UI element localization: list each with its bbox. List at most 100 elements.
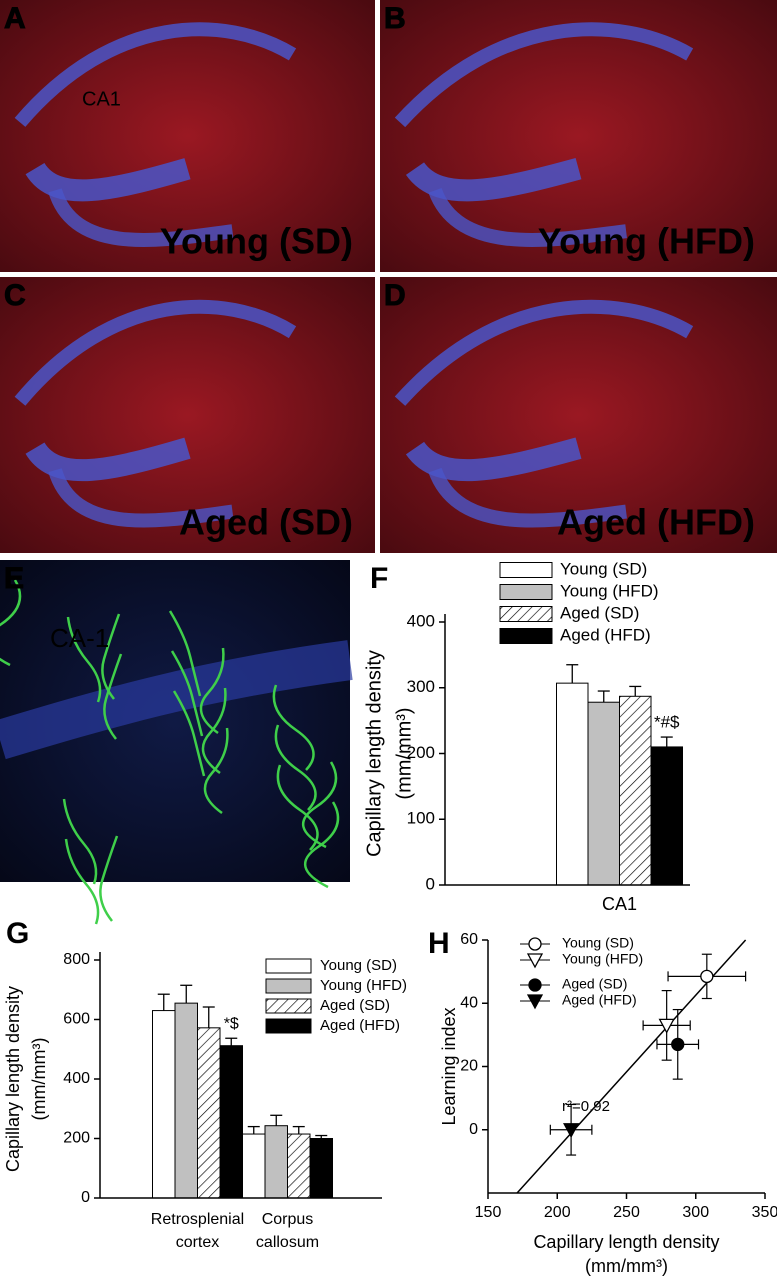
y-tick-label: 400 bbox=[63, 1070, 90, 1087]
legend-label: Aged (SD) bbox=[320, 997, 390, 1014]
panel-letter: B bbox=[384, 2, 406, 35]
x-axis-unit: (mm/mm³) bbox=[585, 1256, 668, 1276]
legend-marker bbox=[528, 978, 542, 992]
cell-layer bbox=[14, 22, 297, 127]
cell-layer bbox=[428, 467, 627, 528]
y-tick-label: 40 bbox=[460, 994, 478, 1011]
y-tick-label: 600 bbox=[63, 1011, 90, 1028]
significance-marker: *#$ bbox=[654, 713, 680, 732]
legend-label: Young (HFD) bbox=[560, 581, 659, 600]
y-tick-label: 60 bbox=[460, 931, 478, 948]
vessel bbox=[64, 838, 100, 925]
y-tick-label: 400 bbox=[407, 611, 435, 630]
vessel bbox=[301, 761, 338, 849]
legend-marker bbox=[528, 937, 542, 951]
micrograph bbox=[0, 277, 375, 553]
legend-swatch bbox=[265, 958, 312, 974]
panel-letter: C bbox=[4, 279, 26, 312]
vessel bbox=[274, 724, 317, 811]
bar bbox=[287, 1133, 311, 1199]
bar bbox=[174, 1002, 198, 1199]
vessel bbox=[172, 690, 206, 777]
vessel bbox=[276, 764, 319, 851]
y-axis-unit: (mm/mm³) bbox=[29, 1038, 49, 1121]
legend-swatch bbox=[499, 628, 553, 644]
micrograph bbox=[380, 277, 777, 553]
bar bbox=[197, 1027, 221, 1199]
cell-layer bbox=[48, 467, 234, 528]
y-tick-label: 300 bbox=[407, 677, 435, 696]
y-tick-label: 0 bbox=[81, 1189, 90, 1206]
x-axis-label: Capillary length density bbox=[533, 1232, 719, 1252]
panel-letter: A bbox=[4, 2, 26, 35]
panel-letter: G bbox=[6, 917, 29, 950]
legend-label: Young (SD) bbox=[320, 957, 397, 974]
legend-label: Young (HFD) bbox=[562, 951, 643, 967]
micrograph bbox=[0, 0, 375, 272]
point bbox=[671, 1037, 685, 1052]
legend-label: Aged (HFD) bbox=[560, 625, 651, 644]
y-tick-label: 200 bbox=[63, 1130, 90, 1147]
bar bbox=[219, 1045, 243, 1199]
bar bbox=[587, 701, 620, 886]
y-axis-label: Capillary length density bbox=[363, 650, 385, 857]
cell-layer bbox=[394, 299, 694, 406]
vessel bbox=[168, 610, 202, 697]
y-tick-label: 20 bbox=[460, 1058, 478, 1075]
cell-layer bbox=[405, 437, 582, 482]
x-tick-label: 150 bbox=[475, 1204, 502, 1221]
vessel bbox=[0, 579, 22, 667]
legend-swatch bbox=[265, 1018, 312, 1034]
vessel bbox=[201, 687, 227, 775]
region-label: CA1 bbox=[82, 88, 121, 110]
x-tick-label: cortex bbox=[176, 1234, 220, 1251]
fit-annotation: r²=0.92 bbox=[562, 1098, 610, 1115]
cell-layer bbox=[394, 22, 694, 128]
bar bbox=[650, 746, 683, 886]
x-tick-label: CA1 bbox=[602, 894, 637, 914]
x-tick-label: callosum bbox=[256, 1234, 319, 1251]
micrograph bbox=[380, 0, 777, 272]
bar bbox=[242, 1133, 266, 1199]
panel-caption: Aged (HFD) bbox=[557, 502, 755, 543]
legend-swatch bbox=[265, 998, 312, 1014]
vessel bbox=[303, 801, 340, 889]
bar bbox=[619, 695, 652, 886]
legend-label: Young (SD) bbox=[560, 559, 647, 578]
vessel bbox=[101, 613, 121, 700]
bar bbox=[152, 1010, 176, 1199]
legend-label: Aged (SD) bbox=[562, 976, 627, 992]
y-tick-label: 0 bbox=[469, 1121, 478, 1138]
y-tick-label: 100 bbox=[407, 809, 435, 828]
x-tick-label: 200 bbox=[544, 1204, 571, 1221]
panel-letter: F bbox=[370, 562, 388, 595]
panel-caption: Aged (SD) bbox=[179, 502, 353, 543]
legend-marker bbox=[526, 953, 544, 969]
vessel bbox=[203, 727, 229, 815]
panel-letter: D bbox=[384, 279, 406, 312]
x-tick-label: 350 bbox=[752, 1204, 777, 1221]
region-label: CA-1 bbox=[50, 623, 109, 653]
vessel bbox=[99, 835, 119, 922]
cell-layer bbox=[25, 158, 191, 202]
cell-layer bbox=[428, 187, 627, 247]
y-axis-label: Learning index bbox=[439, 1007, 459, 1125]
cell-layer bbox=[25, 437, 191, 482]
legend-label: Young (HFD) bbox=[320, 977, 407, 994]
x-tick-label: Retrosplenial bbox=[151, 1211, 244, 1228]
vessel bbox=[272, 684, 315, 771]
x-tick-label: 250 bbox=[613, 1204, 640, 1221]
legend-swatch bbox=[499, 562, 553, 578]
cell-layer bbox=[405, 158, 582, 202]
y-tick-label: 0 bbox=[426, 874, 435, 893]
cell-layer bbox=[14, 299, 297, 406]
point bbox=[658, 1018, 675, 1034]
bar bbox=[264, 1125, 288, 1199]
vessel bbox=[66, 616, 102, 703]
legend-label: Aged (SD) bbox=[560, 603, 639, 622]
panel-letter: H bbox=[428, 927, 450, 960]
panel-caption: Young (HFD) bbox=[538, 221, 755, 262]
legend-swatch bbox=[265, 978, 312, 994]
legend-label: Young (SD) bbox=[562, 935, 634, 951]
